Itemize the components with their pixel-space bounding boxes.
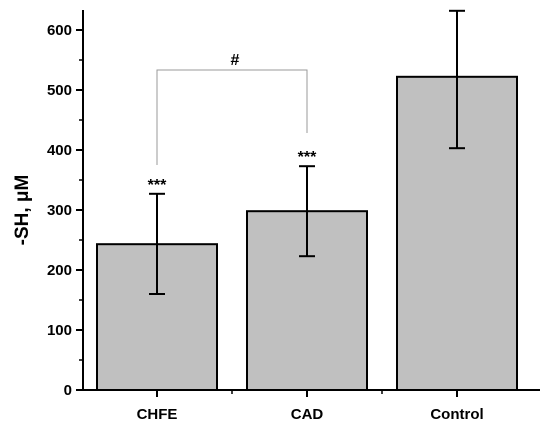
x-tick-label: CHFE [137,406,178,423]
y-tick-label: 600 [47,22,72,39]
y-tick-label: 400 [47,142,72,159]
y-axis-title: -SH, μM [12,175,33,246]
x-axis: CHFE CAD Control [83,389,540,423]
x-tick-label: CAD [291,406,324,423]
x-tick-label: Control [430,406,483,423]
y-tick-label: 100 [47,322,72,339]
bars [96,75,518,392]
significance-stars: *** [298,149,317,166]
bracket-label: # [231,52,240,69]
significance-stars: *** [148,177,167,194]
y-tick-label: 300 [47,202,72,219]
bracket-line [156,69,308,165]
error-bars: *** *** [148,9,465,295]
y-tick-label: 200 [47,262,72,279]
y-tick-label: 0 [64,382,72,399]
y-axis: 0 100 200 300 400 500 600 [47,10,84,399]
y-tick-label: 500 [47,82,72,99]
significance-bracket: # [156,52,308,165]
